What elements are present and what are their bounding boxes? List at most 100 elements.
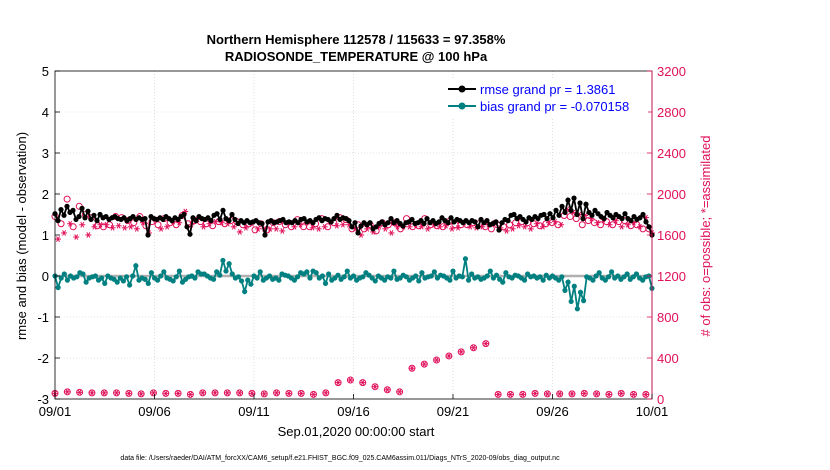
rmse-series	[52, 195, 655, 238]
bias-point	[102, 280, 108, 286]
rmse-point	[226, 218, 232, 224]
obs-star-stroke	[434, 357, 439, 363]
obs-low-assimilated-point	[593, 391, 600, 397]
obs-star-stroke	[116, 222, 121, 229]
obs-low-assimilated-point	[556, 391, 563, 397]
rmse-point	[76, 213, 82, 220]
obs-star-stroke	[425, 226, 430, 232]
obs-star-stroke	[471, 344, 476, 351]
obs-star-stroke	[510, 226, 515, 232]
rmse-point	[436, 219, 442, 225]
obs-star-stroke	[298, 221, 303, 228]
obs-star-stroke	[159, 226, 163, 232]
obs-star-stroke	[286, 390, 291, 397]
bias-point	[223, 268, 229, 274]
rmse-point	[328, 219, 334, 225]
obs-star-stroke	[553, 218, 557, 225]
obs-low-assimilated-point	[482, 340, 489, 347]
obs-star-stroke	[177, 219, 182, 226]
bias-point	[74, 274, 80, 280]
rmse-point	[349, 224, 355, 230]
rmse-point	[505, 218, 511, 224]
obs-low-assimilated-point	[532, 390, 539, 397]
rmse-point	[85, 208, 91, 214]
x-tick-label: 09/26	[536, 404, 569, 419]
legend-rmse-label: rmse grand pr = 1.3861	[480, 82, 616, 97]
rmse-point	[409, 216, 415, 223]
obs-star-stroke	[534, 220, 539, 227]
obs-low-assimilated-point	[335, 379, 342, 386]
obs-star-stroke	[483, 340, 488, 347]
obs-star-stroke	[310, 224, 315, 231]
rmse-point	[583, 201, 589, 207]
obs-star-stroke	[256, 226, 260, 232]
obs-low-assimilated-point	[298, 390, 305, 397]
bias-point	[130, 273, 136, 279]
bias-point	[469, 271, 475, 277]
rmse-point	[544, 216, 550, 222]
obs-star-stroke	[619, 223, 624, 230]
obs-low-assimilated-point	[519, 391, 526, 398]
rmse-point	[574, 211, 580, 218]
obs-star-stroke	[643, 391, 648, 398]
right-tick-label: 2400	[657, 146, 686, 161]
obs-star-stroke	[243, 224, 248, 231]
obs-low-assimilated-point	[138, 391, 145, 397]
obs-star-stroke	[545, 391, 550, 397]
rmse-point	[589, 212, 595, 218]
obs-assimilated-point	[333, 222, 340, 229]
bias-point	[500, 279, 506, 285]
obs-star-stroke	[637, 223, 642, 230]
rmse-point	[568, 207, 574, 213]
obs-star-stroke	[65, 388, 70, 395]
obs-star-stroke	[359, 232, 364, 238]
obs-star-stroke	[557, 391, 562, 397]
obs-star-stroke	[219, 219, 224, 226]
obs-star-stroke	[280, 228, 285, 234]
obs-star-stroke	[128, 223, 133, 230]
bias-point	[344, 268, 350, 274]
obs-low-assimilated-point	[113, 390, 120, 396]
obs-assimilated-point	[558, 221, 565, 228]
bias-point	[145, 280, 151, 286]
bias-point	[416, 278, 422, 284]
obs-assimilated-point	[291, 223, 298, 230]
obs-star-stroke	[450, 226, 454, 232]
obs-possible-point	[69, 223, 77, 231]
bias-point	[487, 268, 493, 274]
obs-low-assimilated-point	[470, 344, 477, 351]
rmse-point	[643, 219, 649, 225]
rmse-point	[484, 218, 490, 224]
bias-point	[574, 306, 580, 312]
bias-point	[217, 272, 223, 278]
bias-point	[450, 268, 456, 274]
obs-star-stroke	[508, 391, 513, 398]
rmse-point	[91, 212, 97, 218]
obs-assimilated-point	[91, 223, 98, 230]
rmse-point	[232, 216, 238, 223]
obs-star-stroke	[504, 228, 509, 234]
obs-assimilated-point	[242, 224, 249, 231]
bias-point	[64, 277, 71, 283]
bias-point	[565, 279, 571, 285]
bias-point	[220, 257, 226, 264]
bias-point	[484, 273, 490, 279]
obs-star-stroke	[231, 223, 236, 230]
bias-point	[593, 273, 599, 279]
obs-possible-point	[584, 217, 592, 225]
obs-star-stroke	[533, 390, 537, 397]
obs-assimilated-point	[127, 223, 134, 230]
bias-point	[372, 278, 378, 284]
rmse-point	[622, 211, 628, 217]
obs-star-stroke	[68, 220, 73, 227]
obs-assimilated-point	[594, 219, 601, 226]
bias-point	[419, 270, 425, 276]
obs-star-stroke	[340, 221, 345, 228]
rmse-point	[184, 224, 190, 230]
obs-assimilated-point	[503, 228, 510, 234]
obs-star-stroke	[520, 391, 525, 398]
bias-point	[114, 279, 120, 285]
bias-point	[608, 269, 615, 275]
rmse-point	[388, 216, 394, 222]
x-tick-label: 09/11	[238, 404, 270, 419]
